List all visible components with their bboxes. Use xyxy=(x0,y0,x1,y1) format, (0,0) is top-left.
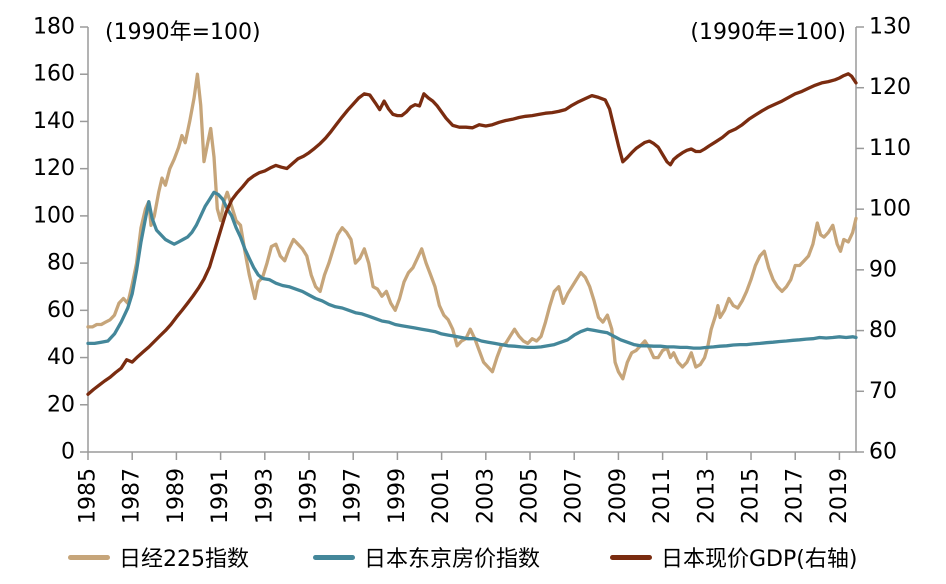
left-axis-tick-label: 160 xyxy=(33,62,75,87)
right-axis-tick-label: 70 xyxy=(869,379,897,404)
left-axis-tick-label: 20 xyxy=(47,392,75,417)
x-axis-tick-label: 2015 xyxy=(739,468,764,524)
nikkei225-line-swatch-icon xyxy=(68,554,110,560)
x-axis-tick-label: 1993 xyxy=(252,468,277,524)
right-axis-tick-label: 80 xyxy=(869,318,897,343)
right-axis-tick-label: 90 xyxy=(869,257,897,282)
left-axis-tick-label: 0 xyxy=(61,440,75,465)
x-axis-tick-label: 1995 xyxy=(297,468,322,524)
series-line-2 xyxy=(86,72,858,396)
x-axis-tick-label: 2001 xyxy=(429,468,454,524)
series-line-1 xyxy=(86,190,858,350)
left-axis-tick-label: 40 xyxy=(47,345,75,370)
left-axis-unit-note: (1990年=100) xyxy=(105,20,261,45)
x-axis-tick-label: 1991 xyxy=(208,468,233,524)
left-axis-tick-label: 120 xyxy=(33,156,75,181)
right-axis-tick-label: 130 xyxy=(869,15,911,40)
left-axis-tick-label: 140 xyxy=(33,109,75,134)
right-axis-tick-label: 100 xyxy=(869,197,911,222)
x-axis-tick-label: 1997 xyxy=(341,468,366,524)
left-axis-tick-label: 100 xyxy=(33,203,75,228)
x-axis-tick-label: 2019 xyxy=(827,468,852,524)
legend-label-japan-nominal-gdp: 日本现价GDP(右轴) xyxy=(661,547,858,572)
tokyo-house-price-line-swatch-icon xyxy=(313,554,355,560)
x-axis-tick-label: 1985 xyxy=(76,468,101,524)
x-axis-tick-label: 2007 xyxy=(562,468,587,524)
x-axis-tick-label: 2011 xyxy=(650,468,675,524)
left-axis-tick-label: 80 xyxy=(47,251,75,276)
x-axis-tick-label: 2009 xyxy=(606,468,631,524)
x-axis-tick-label: 2003 xyxy=(473,468,498,524)
left-axis-tick-label: 180 xyxy=(33,15,75,40)
legend-label-tokyo-house-price: 日本东京房价指数 xyxy=(364,547,541,572)
x-axis-tick-label: 2013 xyxy=(694,468,719,524)
x-axis-tick-label: 2005 xyxy=(518,468,543,524)
right-axis-tick-label: 120 xyxy=(869,75,911,100)
legend-item-japan-nominal-gdp: 日本现价GDP(右轴) xyxy=(610,541,857,573)
axis-frame xyxy=(87,27,857,453)
series-line-0 xyxy=(86,72,858,381)
x-axis-tick-label: 1987 xyxy=(120,468,145,524)
right-axis-tick-label: 60 xyxy=(869,440,897,465)
x-axis-tick-label: 1989 xyxy=(164,468,189,524)
right-axis-tick-label: 110 xyxy=(869,136,911,161)
japan-nominal-gdp-line-swatch-icon xyxy=(610,554,652,560)
right-axis-unit-note: (1990年=100) xyxy=(690,20,846,45)
x-axis-tick-label: 2017 xyxy=(783,468,808,524)
left-axis-tick-label: 60 xyxy=(47,298,75,323)
x-axis-tick-label: 1999 xyxy=(385,468,410,524)
legend-label-nikkei225: 日经225指数 xyxy=(119,547,249,572)
legend-item-nikkei225: 日经225指数 xyxy=(68,541,249,573)
legend-item-tokyo-house-price: 日本东京房价指数 xyxy=(313,541,540,573)
legend: 日经225指数 日本东京房价指数 日本现价GDP(右轴) xyxy=(0,541,946,573)
